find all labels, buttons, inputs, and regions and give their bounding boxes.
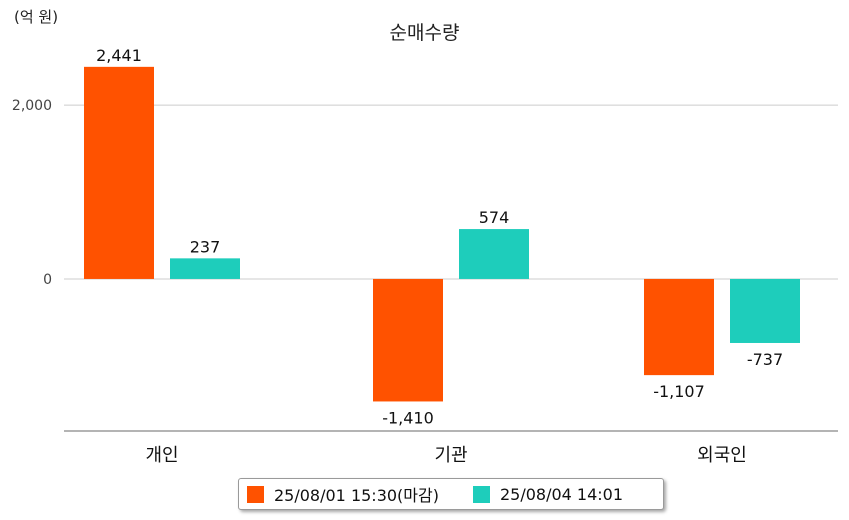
bar-series-2 xyxy=(170,258,240,279)
data-label: -1,410 xyxy=(382,408,434,427)
bar-series-2 xyxy=(730,278,800,343)
legend-label-series-1: 25/08/01 15:30(마감) xyxy=(274,486,439,505)
data-label: 2,441 xyxy=(96,46,142,65)
data-label: 574 xyxy=(479,208,510,227)
data-label: -1,107 xyxy=(653,382,705,401)
chart-legend: 25/08/01 15:30(마감) 25/08/04 14:01 xyxy=(238,478,664,510)
bar-series-1 xyxy=(644,278,714,376)
x-tick-label: 개인 xyxy=(145,445,178,466)
legend-swatch-series-1 xyxy=(247,485,264,503)
y-tick-label: 2,000 xyxy=(12,98,52,114)
y-tick-label: 0 xyxy=(43,272,52,288)
legend-item-series-1[interactable]: 25/08/01 15:30(마감) xyxy=(247,482,439,506)
bar-series-1 xyxy=(84,66,154,279)
x-tick-label: 기관 xyxy=(434,445,467,466)
legend-item-series-2[interactable]: 25/08/04 14:01 xyxy=(472,484,624,504)
chart-title: 순매수량 xyxy=(389,22,460,44)
data-label: 237 xyxy=(190,237,221,256)
data-label: -737 xyxy=(747,350,783,369)
bar-series-1 xyxy=(373,278,443,402)
chart-plot: 2,000 0 2,441 -1,410 -1,107 237 574 -737 개인 기관 외국인 xyxy=(12,46,838,466)
legend-swatch-series-2 xyxy=(472,485,490,503)
bar-series-2 xyxy=(459,229,529,279)
legend-label-series-2: 25/08/04 14:01 xyxy=(499,484,624,504)
unit-label: (억 원) xyxy=(14,8,59,26)
x-tick-label: 외국인 xyxy=(697,445,747,466)
